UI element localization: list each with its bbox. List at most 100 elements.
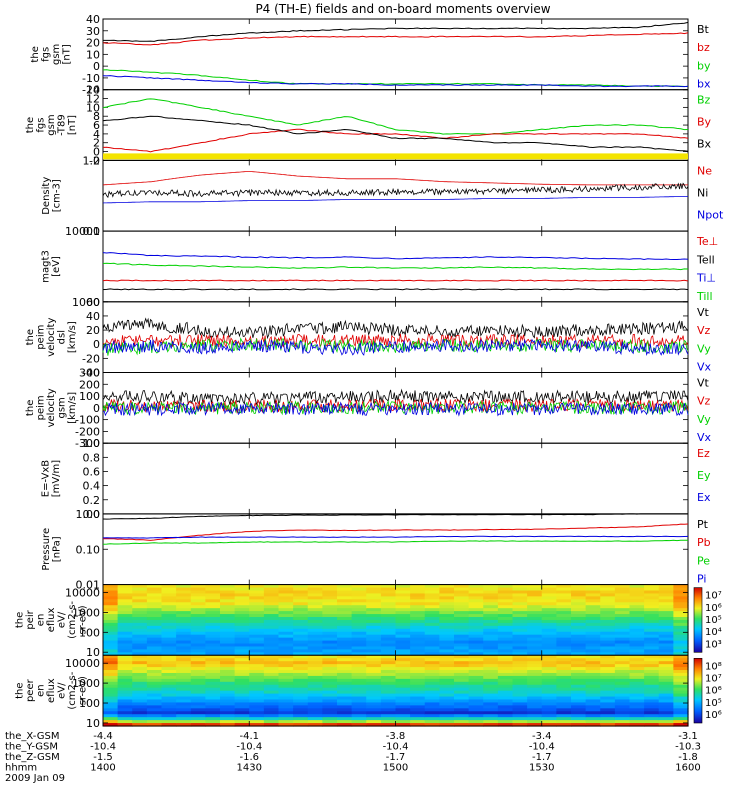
heatmap-cell [366, 696, 382, 701]
heatmap-cell [614, 593, 631, 597]
heatmap-cell [644, 667, 660, 671]
heatmap-cell [658, 602, 674, 606]
heatmap-cell [146, 699, 163, 704]
heatmap-cell [468, 672, 484, 677]
heatmap-cell [468, 584, 484, 589]
heatmap-cell [103, 693, 119, 698]
heatmap-cell [351, 587, 367, 592]
heatmap-cell [220, 690, 236, 695]
heatmap-cell [673, 590, 689, 595]
heatmap-cell [103, 611, 119, 615]
heatmap-cell [322, 587, 338, 592]
heatmap-cell [293, 702, 309, 706]
heatmap-cell [556, 608, 572, 612]
heatmap-cell [146, 681, 163, 686]
heatmap-cell [249, 593, 265, 597]
heatmap-cell [644, 587, 660, 592]
heatmap-cell [190, 634, 206, 639]
heatmap-cell [351, 681, 367, 686]
heatmap-cell [176, 678, 192, 683]
heatmap-cell [132, 593, 148, 597]
heatmap-cell [337, 708, 353, 712]
time-axis-value: -10.4 [529, 742, 555, 753]
heatmap-cell [278, 675, 294, 680]
heatmap-cell [614, 661, 631, 665]
heatmap-cell [132, 723, 148, 727]
heatmap-cell [395, 625, 411, 630]
y-tick-label: 20 [86, 324, 100, 337]
heatmap-cell [424, 637, 440, 642]
heatmap-cell [541, 608, 557, 612]
heatmap-cell [322, 696, 338, 701]
heatmap-cell [527, 649, 543, 653]
heatmap-cell [497, 602, 514, 606]
heatmap-cell [205, 684, 221, 689]
heatmap-cell [629, 661, 645, 665]
heatmap-cell [424, 678, 440, 683]
heatmap-cell [234, 670, 250, 674]
heatmap-cell [541, 634, 557, 639]
heatmap-cell [337, 596, 353, 600]
heatmap-cell [571, 670, 587, 674]
heatmap-cell [512, 640, 528, 645]
heatmap-cell [322, 705, 338, 709]
heatmap-cell [351, 672, 367, 677]
heatmap-cell [322, 631, 338, 636]
heatmap-cell [527, 664, 543, 668]
heatmap-cell [161, 681, 177, 686]
heatmap-cell [351, 605, 367, 609]
heatmap-cell [614, 584, 631, 589]
heatmap-cell [278, 667, 294, 671]
heatmap-cell [263, 675, 280, 680]
heatmap-cell [571, 723, 587, 727]
heatmap-cell [146, 619, 163, 624]
heatmap-cell [176, 617, 192, 621]
heatmap-cell [497, 614, 514, 618]
heatmap-cell [512, 614, 528, 618]
heatmap-cell [541, 670, 557, 674]
heatmap-cell [234, 705, 250, 709]
heatmap-cell [161, 705, 177, 709]
heatmap-cell [234, 672, 250, 677]
heatmap-cell [439, 643, 455, 648]
heatmap-cell [556, 596, 572, 600]
heatmap-cell [424, 617, 440, 621]
heatmap-cell [644, 596, 660, 600]
heatmap-cell [600, 596, 616, 600]
heatmap-cell [322, 684, 338, 689]
heatmap-cell [424, 593, 440, 597]
heatmap-cell [512, 628, 528, 633]
heatmap-cell [483, 672, 499, 677]
heatmap-cell [117, 599, 133, 603]
legend-label: Ne [697, 164, 712, 177]
heatmap-cell [161, 720, 177, 724]
heatmap-cell [556, 684, 572, 689]
heatmap-cell [410, 640, 426, 645]
heatmap-cell [205, 717, 221, 721]
y-axis-label: (cm2-s- [67, 671, 78, 709]
heatmap-cell [190, 723, 206, 727]
heatmap-cell [585, 646, 601, 651]
heatmap-cell [103, 714, 119, 718]
heatmap-cell [395, 661, 411, 665]
heatmap-cell [673, 643, 689, 648]
heatmap-cell [220, 646, 236, 651]
heatmap-cell [234, 690, 250, 695]
heatmap-cell [556, 667, 572, 671]
heatmap-cell [307, 593, 323, 597]
heatmap-cell [512, 655, 528, 659]
heatmap-cell [483, 605, 499, 609]
heatmap-cell [468, 664, 484, 668]
heatmap-cell [644, 714, 660, 718]
heatmap-cell [483, 702, 499, 706]
y-tick-label: 12 [86, 93, 100, 106]
heatmap-cell [293, 593, 309, 597]
heatmap-cell [103, 634, 119, 639]
heatmap-cell [527, 608, 543, 612]
heatmap-cell [483, 690, 499, 695]
heatmap-cell [512, 637, 528, 642]
heatmap-cell [585, 587, 601, 592]
